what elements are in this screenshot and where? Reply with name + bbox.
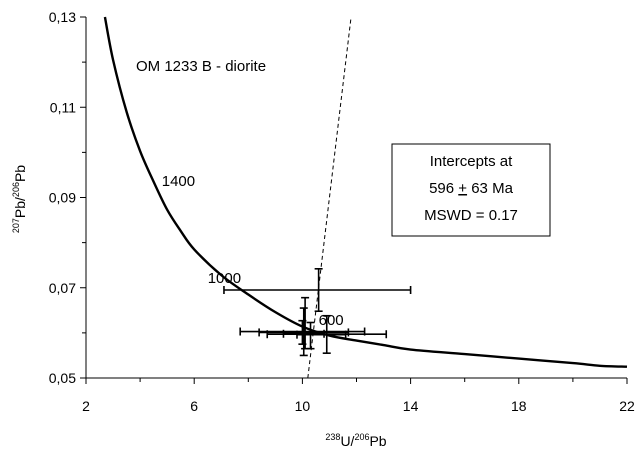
x-tick-label: 6 [190,398,198,414]
discordia-line [307,16,352,379]
age-label: 1400 [162,173,195,190]
y-tick-label: 0,07 [49,280,76,296]
y-tick-label: 0,13 [49,9,76,25]
age-label: 600 [319,312,344,329]
data-points [223,267,412,357]
intercept-age: 596 [429,180,454,197]
intercepts-box: Intercepts at 596 + 63 Ma MSWD = 0.17 [391,143,551,237]
x-axis-title: 238U/206Pb [325,432,386,449]
y-tick-label: 0,11 [50,99,76,115]
concordia-curve [103,16,628,368]
intercepts-line2: 596 + 63 Ma [429,180,513,197]
intercept-error: 63 Ma [471,180,513,197]
intercepts-line1: Intercepts at [430,153,513,170]
age-label: 1000 [208,270,241,287]
tick-labels: 2 6 10 14 18 22 0,05 0,07 0,09 0,11 0,13 [49,9,635,414]
error-bar-point [282,307,325,357]
x-tick-label: 22 [619,398,635,414]
y-axis-title: 207Pb/206Pb [11,165,28,233]
intercepts-box-frame [391,143,551,237]
chart-title: OM 1233 B - diorite [136,58,266,75]
error-bar-point [223,267,412,313]
age-labels: 1400 1000 600 [162,173,344,329]
error-bar-point [239,319,366,345]
x-tick-label: 18 [511,398,527,414]
plus-minus: + [458,180,467,197]
x-tick-label: 10 [295,398,311,414]
x-tick-label: 14 [403,398,419,414]
axis-ticks [80,16,628,384]
y-tick-label: 0,09 [49,190,76,206]
x-tick-label: 2 [82,398,90,414]
intercepts-line3: MSWD = 0.17 [424,207,518,224]
y-tick-label: 0,05 [49,370,76,386]
